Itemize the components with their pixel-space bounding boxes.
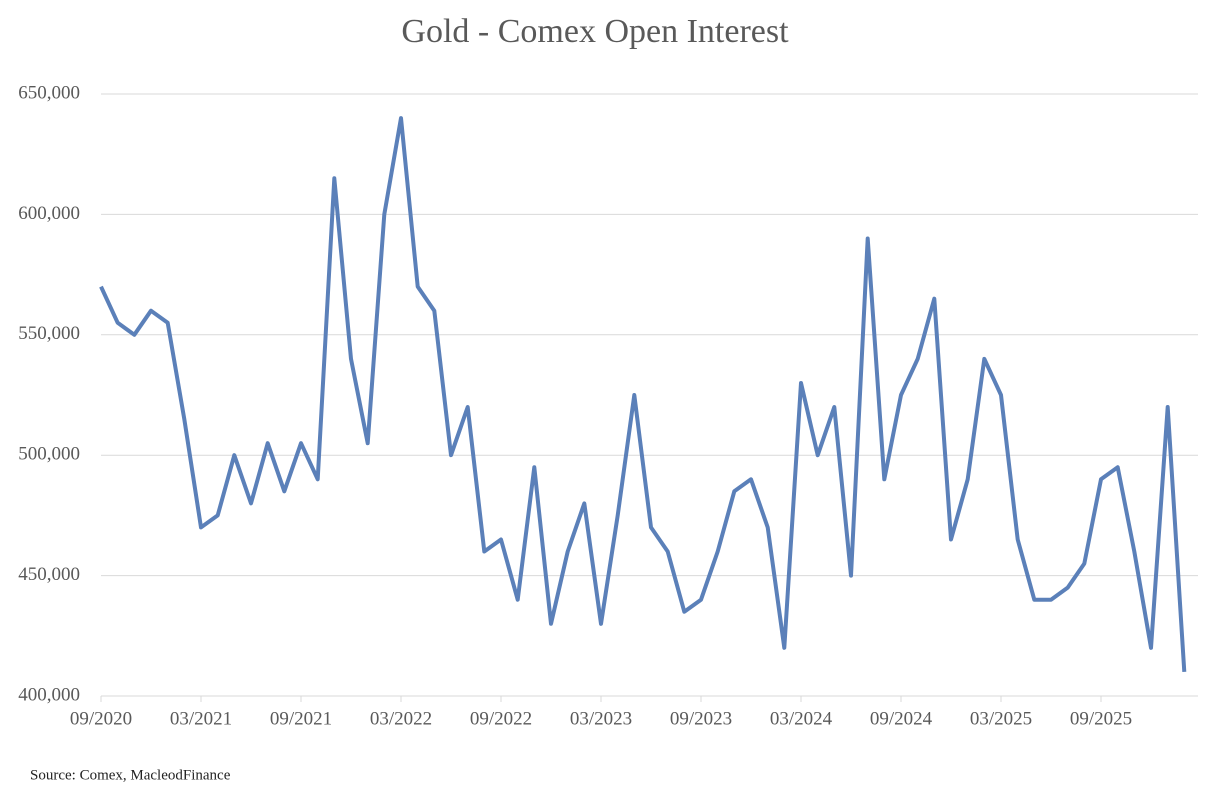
x-tick-label: 03/2024 — [770, 708, 833, 729]
data-line — [99, 116, 1187, 673]
y-tick-label: 550,000 — [18, 323, 80, 344]
y-tick-label: 400,000 — [18, 684, 80, 705]
chart-title: Gold - Comex Open Interest — [401, 13, 789, 50]
x-tick-label: 09/2021 — [270, 708, 332, 729]
x-tick-label: 09/2020 — [70, 708, 132, 729]
x-tick-label: 09/2022 — [470, 708, 532, 729]
source-note: Source: Comex, MacleodFinance — [30, 767, 231, 783]
y-tick-label: 650,000 — [18, 82, 80, 103]
x-tick-label: 09/2024 — [870, 708, 933, 729]
x-tick-label: 09/2023 — [670, 708, 732, 729]
y-tick-label: 600,000 — [18, 203, 80, 224]
x-tick-label: 03/2021 — [170, 708, 232, 729]
x-tick-label: 03/2023 — [570, 708, 632, 729]
y-tick-label: 500,000 — [18, 444, 80, 465]
y-tick-label: 450,000 — [18, 564, 80, 585]
x-tick-label: 03/2022 — [370, 708, 432, 729]
x-tick-label: 03/2025 — [970, 708, 1032, 729]
x-tick-label: 09/2025 — [1070, 708, 1132, 729]
